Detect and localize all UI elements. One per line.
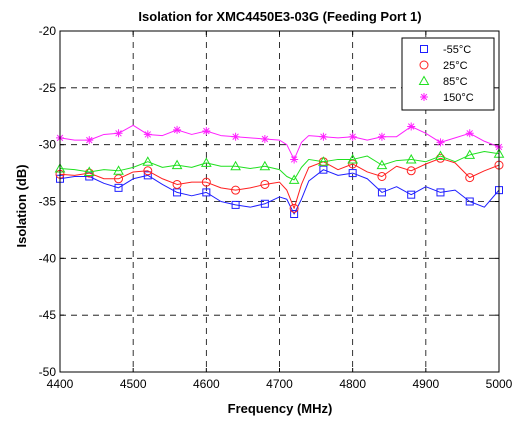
series-point — [319, 132, 328, 141]
series-point — [260, 199, 269, 208]
y-axis-tick-labels: -20 -25 -30 -35 -40 -45 -50 — [39, 24, 57, 379]
series-point — [465, 197, 474, 206]
series-point — [85, 136, 94, 145]
legend-label: 150°C — [443, 92, 474, 104]
series-point — [260, 179, 270, 189]
y-tick-label: -25 — [39, 81, 57, 95]
series-point — [231, 185, 241, 195]
series-point — [318, 156, 329, 166]
series-point — [172, 179, 182, 189]
series-point — [231, 132, 240, 141]
series-point — [143, 171, 152, 180]
chart-title: Isolation for XMC4450E3-03G (Feeding Por… — [138, 9, 421, 24]
y-tick-label: -30 — [39, 138, 57, 152]
series-point — [407, 190, 416, 199]
series-point — [376, 159, 388, 170]
x-tick-label: 4900 — [412, 377, 439, 391]
legend-label: -55°C — [443, 44, 471, 56]
series-point — [142, 156, 154, 166]
legend-marker — [418, 75, 430, 85]
series-point — [288, 174, 300, 184]
series-point — [436, 138, 445, 147]
series-point — [348, 169, 357, 178]
series-point — [260, 134, 269, 143]
series-point — [202, 188, 211, 197]
series-point — [377, 132, 386, 141]
legend-items: -55°C 25°C 85°C 150°C — [418, 44, 474, 104]
series-point — [464, 149, 476, 159]
series-line — [59, 157, 500, 209]
series-point — [290, 155, 299, 164]
series-point — [114, 129, 123, 138]
series-point — [230, 160, 241, 171]
legend: -55°C 25°C 85°C 150°C — [401, 37, 495, 111]
x-tick-label: 4600 — [193, 377, 220, 391]
series-point — [84, 168, 94, 178]
series-point — [171, 159, 183, 170]
legend-marker — [419, 60, 429, 70]
series-point — [347, 153, 359, 164]
y-tick-label: -45 — [39, 308, 57, 322]
x-tick-label: 5000 — [486, 377, 513, 391]
series-point — [200, 157, 212, 167]
legend-item: 85°C — [418, 75, 468, 88]
x-tick-label: 4800 — [339, 377, 366, 391]
series-point — [405, 153, 417, 164]
legend-item: -55°C — [420, 44, 471, 56]
series-point — [143, 166, 153, 176]
series-point — [143, 130, 152, 139]
series-point — [377, 188, 386, 197]
x-tick-label: 4700 — [266, 377, 293, 391]
series-point — [377, 171, 387, 181]
series-1 — [56, 165, 503, 219]
legend-item: 25°C — [419, 60, 468, 72]
y-tick-label: -40 — [39, 251, 57, 265]
series-line — [59, 169, 500, 215]
series-point — [202, 127, 211, 136]
y-tick-label: -35 — [39, 195, 57, 209]
legend-marker — [420, 45, 428, 53]
series-line — [59, 150, 500, 181]
x-axis-tick-labels: 4400 4500 4600 4700 4800 4900 5000 — [47, 377, 513, 391]
y-tick-label: -50 — [39, 365, 57, 379]
series-line — [59, 124, 500, 160]
series-point — [435, 150, 446, 161]
x-axis-title: Frequency (MHz) — [228, 401, 333, 416]
legend-item: 150°C — [420, 92, 474, 104]
series-point — [406, 166, 416, 176]
x-tick-label: 4400 — [47, 377, 74, 391]
y-axis-title: Isolation (dB) — [14, 164, 29, 247]
series-point — [173, 125, 182, 134]
series-3 — [54, 148, 505, 184]
series-point — [348, 159, 358, 169]
series-point — [407, 122, 416, 131]
series-point — [231, 200, 240, 209]
legend-marker — [420, 93, 428, 101]
series-point — [465, 129, 474, 138]
legend-box — [401, 37, 495, 111]
x-tick-label: 4500 — [120, 377, 147, 391]
series-point — [289, 203, 299, 213]
series-point — [436, 188, 445, 197]
series-point — [290, 210, 299, 219]
series-point — [113, 165, 124, 175]
tick-marks — [59, 30, 500, 373]
series-point — [465, 173, 475, 183]
series-point — [259, 160, 271, 171]
y-tick-label: -20 — [39, 24, 57, 38]
series-point — [348, 132, 357, 141]
series-point — [114, 183, 123, 192]
series-point — [83, 166, 95, 176]
legend-label: 85°C — [443, 76, 468, 88]
legend-label: 25°C — [443, 60, 468, 72]
series-point — [201, 177, 211, 187]
